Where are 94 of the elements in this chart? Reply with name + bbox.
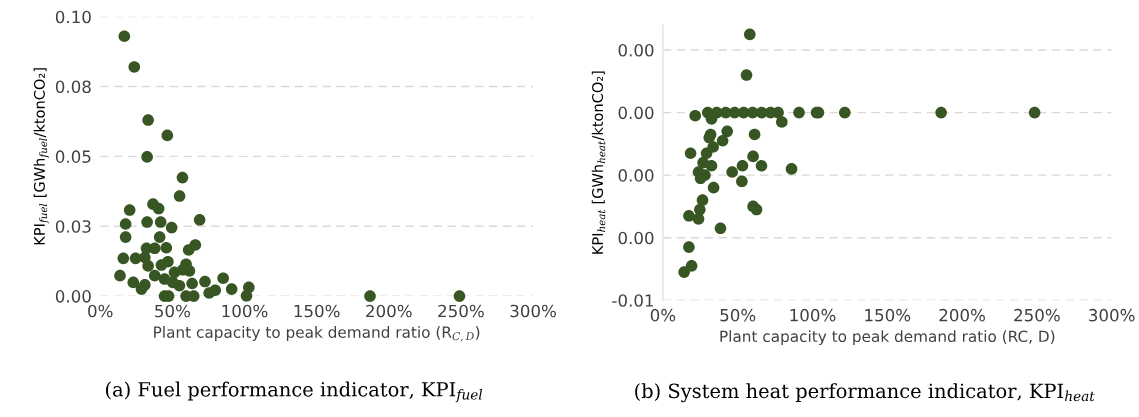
y-tick-label: 0.10: [55, 10, 91, 24]
x-tick-label: 0%: [650, 308, 676, 322]
point: [707, 181, 720, 194]
point: [736, 159, 749, 172]
point: [142, 114, 154, 126]
point: [176, 171, 189, 184]
point: [119, 231, 132, 243]
point: [217, 272, 229, 284]
y-axis-title: KPI$_{fuel}$ [GWh$_{fuel}$/ktonCO₂]: [33, 68, 50, 245]
x-tick-label: 250%: [438, 304, 484, 318]
point: [1028, 106, 1041, 119]
point: [154, 216, 167, 228]
point: [678, 266, 690, 278]
point: [114, 269, 126, 282]
point: [692, 213, 705, 225]
point: [141, 216, 153, 228]
text: (a) Fuel performance indicator, KPI$_{fuel}$: [106, 381, 483, 403]
point: [689, 109, 702, 122]
x-tick-label: 300%: [1089, 308, 1135, 322]
x-tick-label: 150%: [294, 304, 340, 318]
y-axis-title: KPI$_{heat}$ [GWh$_{heat}$/ktonCO₂]: [591, 71, 606, 254]
x-tick-label: 0%: [88, 304, 113, 318]
point: [685, 260, 698, 272]
x-tick-label: 50%: [155, 304, 190, 318]
point: [696, 194, 709, 206]
point: [160, 241, 173, 254]
point: [117, 252, 130, 265]
point: [173, 279, 186, 292]
point: [240, 289, 253, 302]
point: [123, 204, 136, 216]
y-tick-label: 0.08: [55, 80, 91, 94]
x-tick-label: 200%: [939, 308, 985, 322]
point: [193, 213, 206, 226]
x-tick-label: 200%: [366, 304, 412, 318]
point: [364, 290, 376, 302]
x-axis-title: Plant capacity to peak demand ratio (RC, D): [720, 330, 1055, 346]
y-tick-label: 0.00: [55, 290, 91, 303]
point: [744, 28, 756, 41]
point: [683, 209, 695, 222]
x-tick-label: 100%: [790, 308, 836, 322]
y-tick-label: -0.01: [612, 294, 654, 307]
point: [165, 221, 178, 234]
x-tick-label: 300%: [510, 304, 556, 318]
y-tick-label: 0.00: [618, 44, 654, 57]
point: [694, 203, 706, 216]
point: [736, 175, 748, 188]
point: [182, 244, 195, 256]
x-tick-label: 100%: [222, 304, 268, 318]
point: [199, 275, 211, 288]
point: [747, 150, 759, 163]
x-tick-label: 250%: [1014, 308, 1060, 322]
point: [186, 277, 198, 290]
y-tick-label: 0.03: [55, 220, 91, 233]
y-tick-label: 0.00: [618, 231, 654, 245]
point: [119, 218, 132, 230]
point: [755, 159, 768, 172]
point: [152, 202, 165, 215]
point: [453, 290, 466, 302]
point: [162, 255, 174, 268]
point: [209, 284, 222, 297]
point: [148, 269, 161, 282]
point: [683, 241, 695, 253]
point: [118, 30, 131, 43]
point: [726, 166, 738, 178]
point: [838, 106, 851, 119]
point: [142, 260, 154, 272]
point: [714, 222, 727, 235]
point: [721, 125, 734, 138]
x-axis-title: Plant capacity to peak demand ratio (R$_{C,D}$): [154, 326, 480, 342]
point: [776, 116, 788, 128]
point: [225, 283, 238, 295]
x-tick-label: 50%: [720, 308, 756, 322]
x-tick-label: 150%: [865, 308, 911, 322]
point: [128, 61, 141, 73]
point: [705, 159, 718, 172]
y-tick-label: 0.00: [618, 169, 654, 182]
point: [161, 129, 174, 142]
point: [785, 163, 798, 175]
point: [141, 151, 153, 163]
point: [153, 231, 166, 243]
point: [935, 106, 947, 119]
point: [173, 190, 186, 202]
point: [793, 106, 805, 119]
point: [750, 203, 763, 216]
y-tick-label: 0.00: [618, 106, 654, 120]
point: [700, 147, 713, 160]
point: [684, 147, 697, 160]
point: [748, 128, 761, 141]
text: (b) System heat performance indicator, KPI$_{heat}$: [635, 383, 1095, 403]
point: [127, 276, 140, 289]
point: [716, 134, 729, 147]
y-tick-label: 0.05: [55, 150, 91, 163]
point: [135, 283, 148, 295]
point: [740, 69, 753, 81]
